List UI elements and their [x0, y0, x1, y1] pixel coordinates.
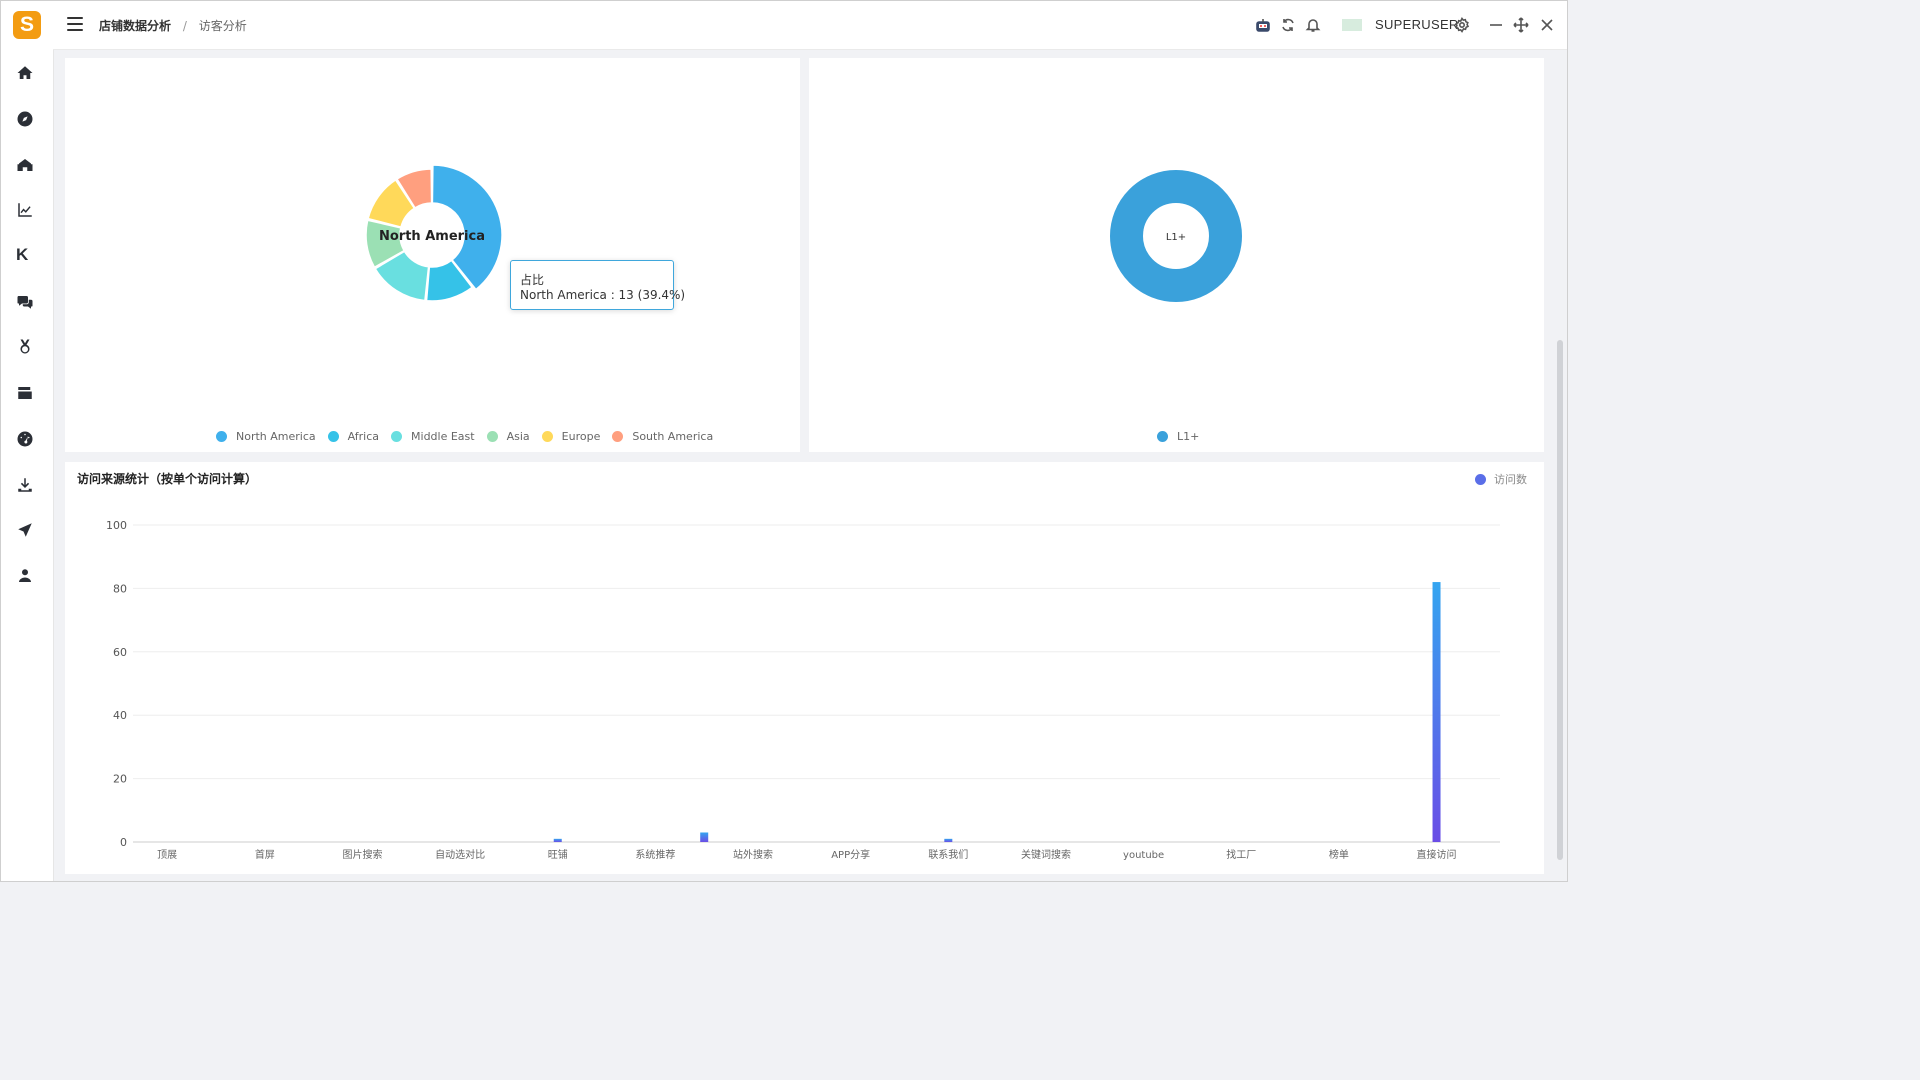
- bar-chart-title: 访问来源统计（按单个访问计算）: [77, 472, 258, 486]
- breadcrumb-item-store-analysis[interactable]: 店铺数据分析: [99, 19, 172, 33]
- robot-icon[interactable]: [1255, 17, 1271, 33]
- level-pie-chart: L1+: [1110, 170, 1242, 302]
- bar-item-13[interactable]: [1432, 582, 1441, 842]
- legend-item-africa[interactable]: Africa: [327, 430, 380, 443]
- pie-tooltip: 占比 North America : 13 (39.4%): [510, 260, 685, 310]
- breadcrumb-item-visitor-analysis: 访客分析: [198, 19, 247, 33]
- legend-label: Middle East: [411, 430, 475, 443]
- source-bar-chart: 0 20 40 60 80 100 顶展 首屏 图片搜索 自动选对比 旺铺 系统推荐 站外搜索 APP分享…: [106, 519, 1500, 861]
- x-tick-label: 系统推荐: [635, 848, 675, 861]
- bar-item-5[interactable]: [700, 832, 709, 842]
- y-tick-label: 100: [106, 519, 127, 532]
- pie-slice-south-america[interactable]: [396, 168, 433, 209]
- legend-label: South America: [632, 430, 714, 443]
- pie-center-label: North America: [379, 229, 485, 244]
- legend-label: Africa: [347, 430, 380, 443]
- pie-slice-asia[interactable]: [365, 219, 405, 269]
- download-icon[interactable]: [14, 474, 36, 496]
- avatar[interactable]: [1342, 19, 1362, 31]
- tooltip-title: 占比: [520, 273, 545, 287]
- legend-item-north-america[interactable]: North America: [216, 430, 316, 443]
- legend-label: L1+: [1177, 430, 1200, 443]
- level-pie-legend: L1+: [1157, 430, 1211, 443]
- bar-legend-label: 访问数: [1494, 473, 1527, 486]
- move-icon[interactable]: [1513, 17, 1529, 33]
- legend-item-middle-east[interactable]: Middle East: [391, 430, 475, 443]
- level-pie-panel: L1+ L1+: [809, 58, 1544, 452]
- y-tick-label: 20: [113, 773, 127, 786]
- bar-legend-dot: [1475, 473, 1486, 485]
- y-tick-label: 60: [113, 646, 127, 659]
- bar-item-4[interactable]: [553, 838, 562, 842]
- card-icon[interactable]: [14, 382, 36, 404]
- x-tick-label: APP分享: [831, 848, 870, 861]
- breadcrumb-separator: /: [182, 19, 187, 33]
- legend-item-asia[interactable]: Asia: [486, 430, 530, 443]
- region-pie-chart: North America: [365, 164, 503, 302]
- home-icon[interactable]: [14, 62, 36, 84]
- legend-dot: [391, 431, 403, 442]
- legend-item-europe[interactable]: Europe: [541, 430, 601, 443]
- pie-slice-middle-east[interactable]: [374, 250, 430, 302]
- compass-icon[interactable]: [14, 108, 36, 130]
- bar-legend[interactable]: 访问数: [1475, 471, 1527, 487]
- pie-slice-l1[interactable]: [1110, 170, 1242, 302]
- legend-label: Europe: [561, 430, 601, 443]
- x-tick-label: 旺铺: [548, 848, 568, 861]
- k-icon[interactable]: K: [16, 245, 29, 264]
- region-pie-legend: North America Africa Middle East Asia Europe…: [216, 430, 725, 443]
- x-tick-label: 顶展: [157, 849, 177, 861]
- x-tick-label: 图片搜索: [342, 848, 382, 861]
- refresh-icon[interactable]: [1280, 17, 1296, 33]
- x-tick-label: 联系我们: [928, 848, 968, 861]
- sidebar: S K: [0, 0, 54, 882]
- x-tick-label: 榜单: [1329, 848, 1349, 861]
- legend-dot: [612, 431, 624, 442]
- pie-slice-europe[interactable]: [367, 179, 416, 228]
- tooltip-body: North America : 13 (39.4%): [520, 288, 686, 302]
- close-icon[interactable]: [1539, 17, 1555, 33]
- legend-dot: [327, 431, 339, 442]
- breadcrumb: 店铺数据分析 / 访客分析: [99, 17, 247, 34]
- dashboard-icon[interactable]: [14, 428, 36, 450]
- legend-dot: [1157, 431, 1168, 442]
- pie-center-label: L1+: [1166, 232, 1186, 243]
- region-pie-panel: North America North America Africa Middle …: [65, 58, 800, 452]
- shop-icon[interactable]: [14, 154, 36, 176]
- x-tick-label: 直接访问: [1417, 848, 1457, 861]
- x-tick-label: 关键词搜索: [1021, 848, 1071, 861]
- legend-dot: [486, 431, 498, 442]
- user-icon[interactable]: [14, 565, 36, 587]
- menu-toggle-icon[interactable]: [67, 17, 83, 31]
- x-tick-label: youtube: [1123, 850, 1164, 861]
- legend-dot: [216, 431, 227, 442]
- legend-label: Asia: [506, 430, 530, 443]
- send-icon[interactable]: [14, 519, 36, 541]
- chat-icon[interactable]: [14, 291, 36, 313]
- settings-icon[interactable]: [1454, 17, 1470, 33]
- y-tick-label: 40: [113, 709, 127, 722]
- bell-icon[interactable]: [1305, 17, 1321, 33]
- legend-item-south-america[interactable]: South America: [612, 430, 713, 443]
- x-tick-label: 首屏: [255, 848, 275, 861]
- app-logo[interactable]: S: [13, 11, 41, 39]
- medal-icon[interactable]: [14, 336, 36, 358]
- pie-slice-north-america[interactable]: [431, 164, 503, 291]
- username[interactable]: SUPERUSER: [1375, 17, 1459, 32]
- legend-item-l1[interactable]: L1+: [1157, 430, 1199, 443]
- legend-label: North America: [236, 430, 316, 443]
- bar-item-8[interactable]: [944, 838, 953, 842]
- y-tick-label: 80: [113, 582, 127, 595]
- top-header: 店铺数据分析 / 访客分析 SUPERUSER: [53, 0, 1568, 50]
- legend-dot: [541, 431, 553, 442]
- pie-slice-africa[interactable]: [425, 259, 473, 302]
- x-tick-label: 站外搜索: [733, 848, 773, 861]
- source-bar-panel: 访问来源统计（按单个访问计算） 访问数 0 20 40 60 80 100 顶展 首屏 图片搜索…: [65, 462, 1544, 874]
- scrollbar-thumb[interactable]: [1557, 340, 1563, 860]
- y-tick-label: 0: [120, 836, 127, 849]
- minimize-icon[interactable]: [1488, 17, 1504, 33]
- x-tick-label: 自动选对比: [435, 848, 485, 861]
- line-chart-icon[interactable]: [14, 199, 36, 221]
- x-tick-label: 找工厂: [1226, 848, 1256, 861]
